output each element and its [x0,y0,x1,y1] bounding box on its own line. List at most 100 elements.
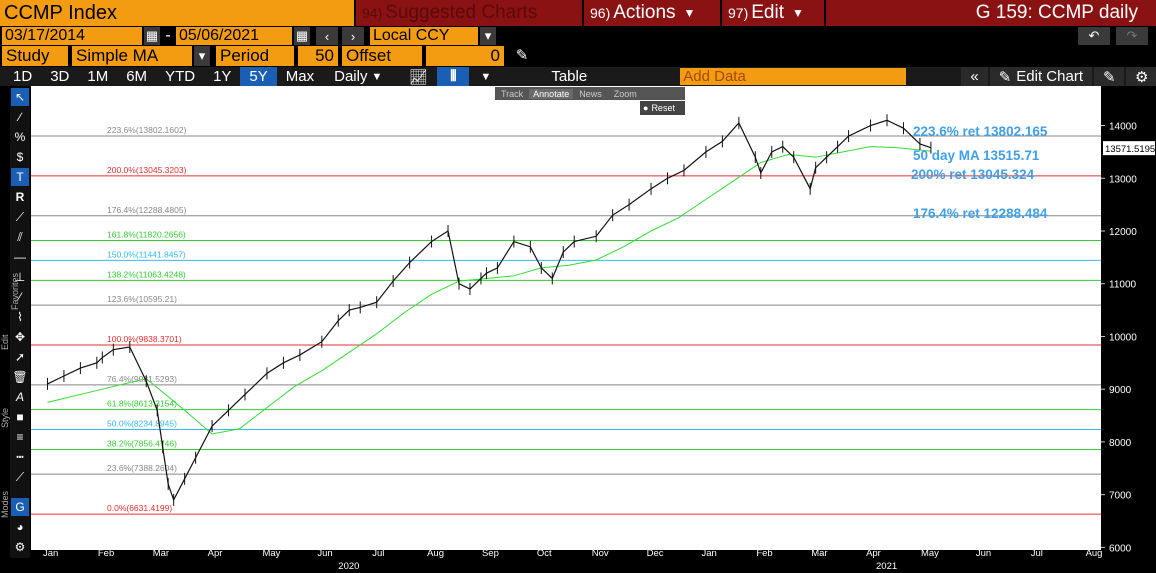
calendar-icon[interactable]: ▦ [294,27,310,45]
period-tab-5y[interactable]: 5Y [240,67,277,86]
line-tool-icon[interactable]: ∕ [18,110,21,124]
select-icon[interactable]: ➚ [14,350,26,364]
vertical-line-icon[interactable]: ⊥ [14,270,26,284]
move-icon[interactable]: ✥ [14,330,26,344]
font-icon[interactable]: A [15,390,24,404]
previous-arrow-icon[interactable]: ‹ [316,27,338,45]
period-tab-max[interactable]: Max [285,68,315,85]
gear-icon[interactable]: ⚙ [1126,67,1156,86]
chevron-down-icon[interactable]: ▼ [480,70,492,83]
fib-label: 50.0%(8234.8945) [107,419,177,429]
suggested-num: 94) [362,5,383,21]
ray-icon[interactable]: ⁄ [18,290,21,304]
x-tick-label: Feb [756,548,772,559]
actions-menu[interactable]: 96) Actions ▼ [584,0,722,26]
chevron-down-icon[interactable]: ▾ [194,46,210,66]
bar-chart-icon[interactable]: ⫴ [437,67,470,86]
annotate-button[interactable]: Annotate [529,88,574,99]
y-tick-label: 10000 [1109,332,1137,343]
annotation-text: 200% ret 13045.324 [911,167,1035,182]
offset-input[interactable]: 0 [426,46,504,66]
mode-icon[interactable]: G [11,498,29,516]
track-button[interactable]: Track [501,88,524,99]
period-tabs: 1D 3D 1M 6M YTD 1Y 5Y Max [4,67,323,86]
x-tick-label: May [921,548,939,559]
period-tab-1m[interactable]: 1M [87,68,109,85]
period-tab-3d[interactable]: 3D [50,68,70,85]
cursor-icon[interactable]: ↖ [11,88,29,106]
line-style-icon[interactable]: ≡ [16,430,24,444]
ma-line [47,146,931,435]
fib-extension-icon[interactable]: $ [16,150,24,164]
calendar-icon[interactable]: ▦ [144,27,160,45]
price-chart[interactable]: 223.6%(13802.1602) 200.0%(13045.3203) 176.… [31,86,1156,573]
chevron-down-icon[interactable]: ▾ [480,27,496,45]
x-tick-label: Aug [427,548,444,559]
reset-label: Reset [651,103,675,113]
offset-label: Offset [342,46,422,66]
pencil-icon[interactable]: ✎ [515,47,529,64]
fib-retracement-icon[interactable]: % [14,130,26,144]
y-tick-label: 7000 [1109,491,1132,502]
year-label: 2021 [876,561,897,572]
delete-icon[interactable]: 🗑︎ [12,370,28,384]
period-tab-1y[interactable]: 1Y [213,68,232,85]
last-price-label: 13571.5195 [1105,144,1155,155]
actions-label: Actions [613,2,676,23]
fill-color-icon[interactable]: ■ [16,410,24,424]
period-tab-6m[interactable]: 6M [126,68,148,85]
edit-grid-icon[interactable]: ✎ [1094,67,1124,86]
y-axis-background [1101,86,1156,550]
period-tab-1d[interactable]: 1D [13,68,33,85]
brush-icon[interactable]: ⌇ [17,310,23,324]
horizontal-line-icon[interactable]: — [14,250,26,264]
zoom-button[interactable]: Zoom [613,88,637,99]
add-data-input[interactable]: Add Data [680,68,907,85]
chart-title: G 159: CCMP daily [826,0,1156,26]
period-tab-ytd[interactable]: YTD [165,68,196,85]
security-field[interactable]: CCMP Index [0,0,356,26]
header-bar: CCMP Index 94) Suggested Charts 96) Action… [0,0,1156,26]
collapse-icon[interactable]: « [961,67,988,86]
date-separator: - [165,27,171,44]
y-tick-label: 9000 [1109,385,1132,396]
currency-select[interactable]: Local CCY [370,27,478,45]
text-tool-icon[interactable]: T [11,168,29,186]
reset-button[interactable]: ● Reset [640,101,685,115]
x-tick-label: Nov [592,548,609,559]
x-tick-label: Jan [701,548,716,559]
table-button[interactable]: Table [551,68,588,85]
period-bar: 1D 3D 1M 6M YTD 1Y 5Y Max Daily ▼ 📈︎ ⫴ ▼ Table A… [0,67,1156,86]
redo-icon[interactable]: ↷ [1116,27,1148,45]
frequency-select[interactable]: Daily ▼ [325,67,391,86]
chevron-down-icon: ▼ [683,6,696,20]
trendline-icon[interactable]: ⟋ [15,210,25,224]
favorites-label: Favorites [10,272,20,310]
x-tick-label: Dec [647,548,664,559]
chevron-down-icon: ▼ [791,6,804,20]
edit-label: Edit [751,2,784,23]
thickness-icon[interactable]: ⟋ [15,470,25,484]
frequency-label: Daily [334,68,368,85]
suggested-charts-button[interactable]: 94) Suggested Charts [356,0,584,26]
ratio-icon[interactable]: R [15,190,25,204]
settings-icon[interactable]: ⚙ [14,540,26,554]
channel-icon[interactable]: ⫽ [17,230,23,244]
next-arrow-icon[interactable]: › [342,27,364,45]
news-button[interactable]: News [579,88,602,99]
end-date-input[interactable]: 05/06/2021 [176,27,292,45]
dash-style-icon[interactable]: ┅ [16,450,24,464]
x-tick-label: Jan [43,548,58,559]
start-date-input[interactable]: 03/17/2014 [2,27,142,45]
undo-icon[interactable]: ↶ [1078,27,1110,45]
period-input[interactable]: 50 [298,46,338,66]
actions-num: 96) [590,5,611,21]
study-type-select[interactable]: Simple MA [72,46,192,66]
y-tick-label: 8000 [1109,438,1132,449]
edit-chart-button[interactable]: ✎ Edit Chart [989,67,1092,86]
color-mode-icon[interactable]: ◕ [16,520,24,534]
fib-label: 61.8%(8613.3154) [107,399,177,409]
edit-menu[interactable]: 97) Edit ▼ [722,0,826,26]
line-chart-icon[interactable]: 📈︎ [408,68,428,86]
edit-chart-label: Edit Chart [1016,68,1083,85]
